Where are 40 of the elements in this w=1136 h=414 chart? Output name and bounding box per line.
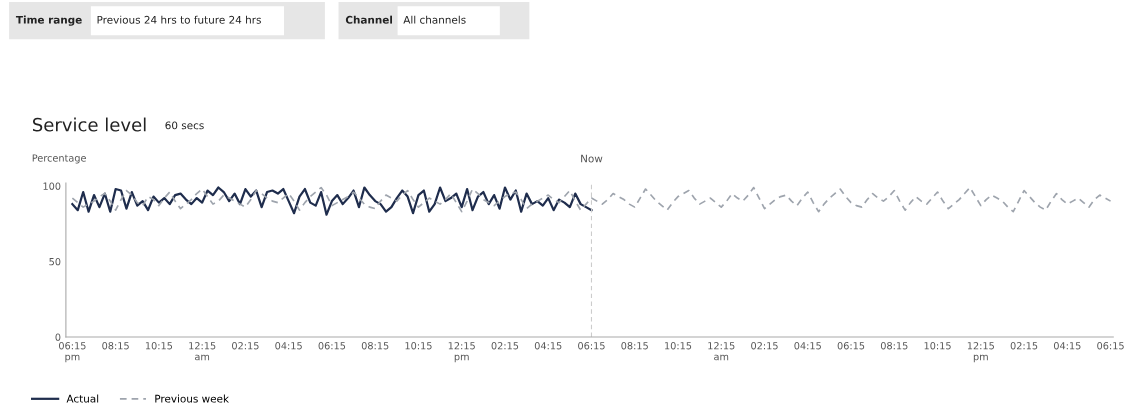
- text: Previous 24 hrs to future 24 hrs: [97, 15, 261, 24]
- y-axis-title: Percentage: [32, 154, 86, 164]
- line-series: [71, 186, 593, 216]
- y-tick-label: 50: [49, 257, 61, 266]
- x-tick-label: 04:15: [534, 342, 562, 350]
- x-tick-label: 06:15: [1097, 342, 1124, 350]
- x-tick-label: 10:15: [665, 342, 692, 350]
- x-tick-label: 04:15: [1053, 342, 1081, 350]
- text: 60 secs: [165, 121, 204, 130]
- x-tick-label: 02:15: [1010, 342, 1038, 350]
- x-tick-label: 10:15: [145, 342, 173, 350]
- line-series: [71, 186, 1112, 213]
- text: Now: [581, 154, 603, 163]
- x-tick-label: 06:15: [318, 342, 346, 350]
- text: All channels: [403, 15, 466, 24]
- legend-label: Previous week: [155, 394, 229, 403]
- x-tick-label: 06:15: [578, 342, 605, 350]
- text: Channel: [345, 15, 393, 24]
- x-tick-label: 10:15: [924, 342, 951, 350]
- x-tick-label: 08:15: [880, 342, 908, 350]
- x-tick-label: 06:15 pm: [59, 342, 86, 363]
- x-tick-label: 02:15: [491, 342, 519, 350]
- x-tick-label: 06:15: [837, 342, 865, 350]
- text: Time range: [15, 15, 82, 26]
- x-tick-label: 12:15 pm: [448, 342, 475, 363]
- y-tick-label: 100: [43, 182, 61, 190]
- x-tick-label: 02:15: [751, 342, 778, 350]
- chart-title: Service level: [33, 117, 146, 132]
- x-tick-label: 10:15: [405, 342, 432, 350]
- x-tick-label: 12:15 am: [189, 342, 216, 361]
- x-tick-label: 08:15: [621, 342, 648, 350]
- x-tick-label: 08:15: [102, 342, 129, 350]
- x-tick-label: 04:15: [794, 342, 821, 350]
- x-tick-label: 12:15 am: [708, 342, 735, 361]
- x-tick-label: 04:15: [275, 342, 302, 350]
- y-tick-label: 0: [55, 333, 61, 341]
- x-tick-label: 08:15: [361, 342, 389, 350]
- legend-label: Actual: [66, 394, 99, 403]
- x-tick-label: 12:15 pm: [967, 342, 994, 363]
- x-tick-label: 02:15: [232, 342, 259, 350]
